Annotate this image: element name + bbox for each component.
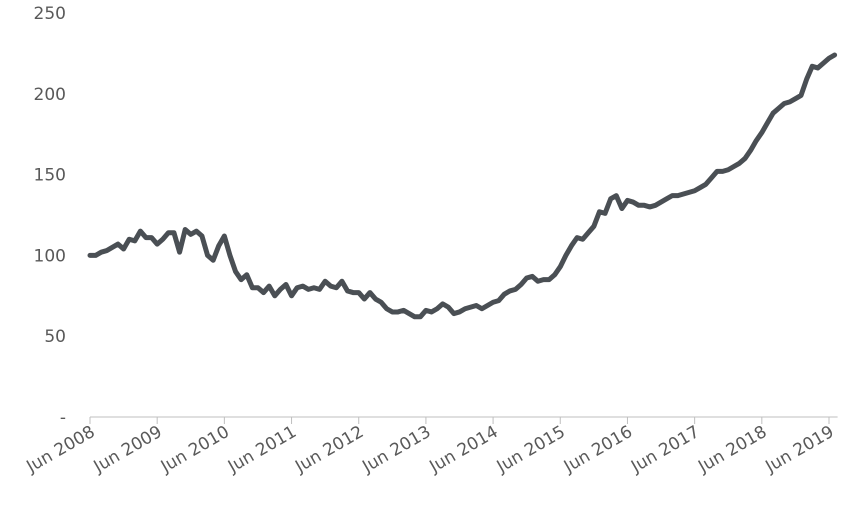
- y-tick-label: 200: [34, 85, 66, 105]
- x-tick-label: Jun 2013: [358, 422, 434, 477]
- y-tick-label: -: [60, 408, 66, 428]
- line: [87, 52, 838, 320]
- x-tick-label: Jun 2015: [493, 422, 569, 477]
- x-tick-label: Jun 2011: [224, 422, 300, 477]
- x-tick-label: Jun 2008: [22, 422, 98, 477]
- x-tick-label: Jun 2017: [627, 422, 703, 477]
- x-tick-label: Jun 2018: [694, 422, 770, 477]
- y-tick-label: 50: [44, 327, 66, 347]
- x-tick-label: Jun 2010: [157, 422, 233, 477]
- x-tick-label: Jun 2009: [90, 422, 166, 477]
- y-tick-label: 150: [34, 166, 66, 186]
- x-tick-label: Jun 2012: [291, 422, 367, 477]
- x-tick-label: Jun 2014: [426, 422, 502, 477]
- y-tick-label: 100: [34, 246, 66, 266]
- y-tick-label: 250: [34, 4, 66, 24]
- x-tick-label: Jun 2016: [560, 422, 636, 477]
- x-tick-label: Jun 2019: [761, 422, 837, 477]
